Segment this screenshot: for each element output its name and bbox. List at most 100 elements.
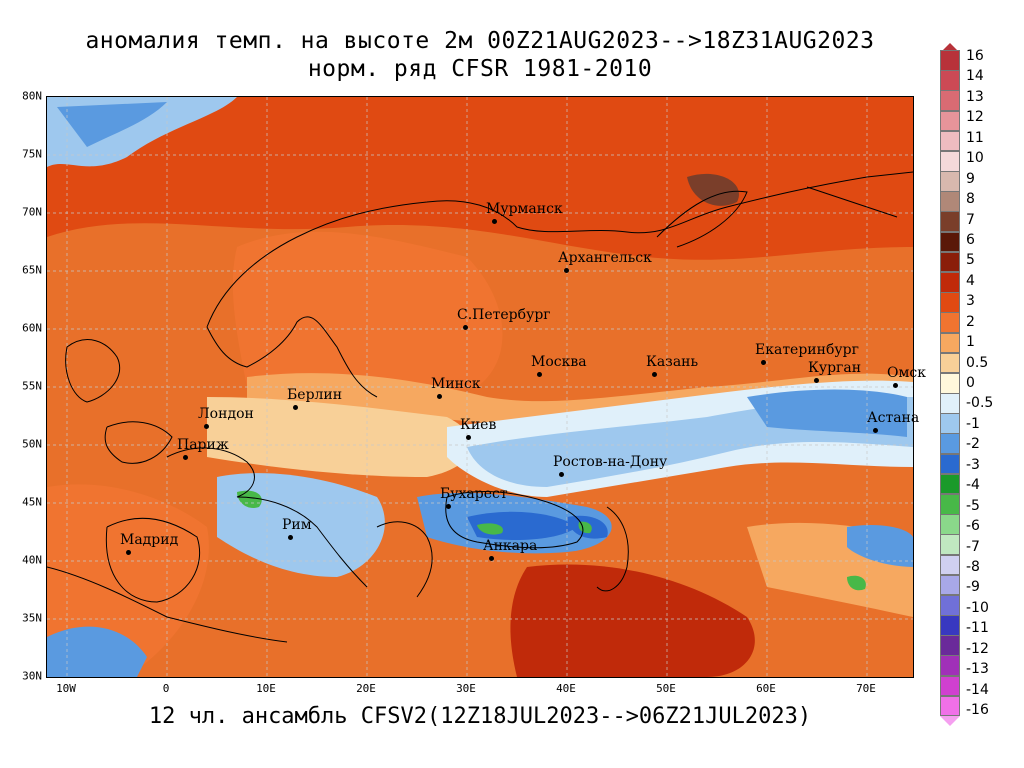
arctic-warm-region xyxy=(47,97,913,260)
longitude-label: 70E xyxy=(856,682,876,695)
central-europe-neutral-region xyxy=(207,397,472,477)
colorbar-swatch xyxy=(940,574,960,596)
colorbar-tick-label: -6 xyxy=(966,518,980,535)
colorbar-swatch xyxy=(940,655,960,677)
colorbar-swatch xyxy=(940,110,960,132)
latitude-label: 55N xyxy=(22,379,42,393)
colorbar-tick-label: 16 xyxy=(966,48,984,64)
colorbar-tick-label: 9 xyxy=(966,170,975,187)
colorbar-tick-label: 5 xyxy=(966,252,975,269)
colorbar-swatch xyxy=(940,50,960,71)
colorbar-tick-label: 4 xyxy=(966,272,975,289)
city-marker xyxy=(288,535,293,540)
colorbar-swatch xyxy=(940,150,960,172)
colorbar-swatch xyxy=(940,615,960,636)
city-label: Мурманск xyxy=(486,201,563,217)
city-marker xyxy=(183,455,188,460)
colorbar-swatch xyxy=(940,352,960,374)
colorbar-tick-label: 2 xyxy=(966,313,975,330)
colorbar-tick-label: -2 xyxy=(966,436,980,453)
city-label: Курган xyxy=(808,360,862,376)
latitude-label: 40N xyxy=(22,553,42,567)
city-marker xyxy=(559,472,564,477)
city-label: Рим xyxy=(282,517,312,533)
scandinavia-warm-region xyxy=(232,231,503,395)
colorbar-swatch xyxy=(940,473,960,495)
colorbar-swatch xyxy=(940,211,960,233)
colorbar-swatch xyxy=(940,130,960,152)
cold-region-central-asia xyxy=(847,525,913,567)
colorbar-swatch xyxy=(940,554,960,576)
latitude-label: 70N xyxy=(22,205,42,219)
cold-patch-north-africa xyxy=(47,626,147,677)
colorbar-tick-label: 1 xyxy=(966,334,975,351)
colorbar-tick-label: -7 xyxy=(966,538,980,555)
city-marker xyxy=(814,378,819,383)
city-label: Киев xyxy=(460,417,497,433)
colorbar-tick-label: 0.5 xyxy=(966,354,989,371)
longitude-label: 50E xyxy=(656,682,676,695)
longitude-label: 10W xyxy=(56,682,76,695)
colorbar-tick-label: -10 xyxy=(966,599,989,616)
city-label: С.Петербург xyxy=(457,307,551,323)
colorbar-swatch xyxy=(940,453,960,475)
latitude-label: 50N xyxy=(22,437,42,451)
city-label: Бухарест xyxy=(440,486,508,502)
colorbar-swatch xyxy=(940,494,960,515)
colorbar-swatch xyxy=(940,534,960,556)
colorbar-swatch xyxy=(940,191,960,212)
colorbar-swatch xyxy=(940,635,960,656)
colorbar-swatch xyxy=(940,514,960,535)
colorbar-swatch xyxy=(940,413,960,434)
coastlines xyxy=(47,171,913,643)
city-label: Париж xyxy=(177,437,229,453)
city-label: Лондон xyxy=(198,406,254,422)
strong-cold-spot-alps xyxy=(237,490,262,508)
latitude-label: 65N xyxy=(22,263,42,277)
longitude-label: 40E xyxy=(556,682,576,695)
city-label: Ростов-на-Дону xyxy=(553,454,668,470)
colorbar-tick-label: 11 xyxy=(966,129,984,146)
latitude-label: 35N xyxy=(22,611,42,625)
colorbar-tick-label: 7 xyxy=(966,211,975,228)
colorbar-tick-label: 13 xyxy=(966,88,984,105)
colorbar-tick-label: -1 xyxy=(966,415,980,432)
colorbar-tick-label: -0.5 xyxy=(966,395,994,412)
latitude-label: 30N xyxy=(22,669,42,683)
city-marker xyxy=(873,428,878,433)
city-marker xyxy=(761,360,766,365)
colorbar-swatch xyxy=(940,372,960,394)
map-title-line-1: аномалия темп. на высоте 2м 00Z21AUG2023… xyxy=(85,28,875,54)
cold-core-north-atlantic xyxy=(57,102,167,147)
city-label: Екатеринбург xyxy=(755,342,859,358)
colorbar-tick-label: -3 xyxy=(966,456,980,473)
longitude-label: 60E xyxy=(756,682,776,695)
colorbar-tick-label: -8 xyxy=(966,558,980,575)
colorbar-swatch xyxy=(940,312,960,334)
city-marker xyxy=(126,550,131,555)
city-marker xyxy=(463,325,468,330)
colorbar-tick-label: 14 xyxy=(966,68,984,85)
colorbar-tick-label: -16 xyxy=(966,702,989,718)
city-marker xyxy=(537,372,542,377)
city-marker xyxy=(652,372,657,377)
city-label: Минск xyxy=(431,376,481,392)
colorbar-bottom-arrow xyxy=(940,716,960,726)
city-label: Казань xyxy=(646,354,699,370)
city-label: Берлин xyxy=(287,387,343,403)
colorbar-tick-label: -12 xyxy=(966,640,989,657)
colorbar-tick-label: -11 xyxy=(966,620,989,637)
colorbar-swatch xyxy=(940,332,960,354)
latitude-label: 75N xyxy=(22,147,42,161)
colorbar-swatch xyxy=(940,70,960,91)
cold-core-west-siberia xyxy=(747,389,907,437)
city-marker xyxy=(293,405,298,410)
colorbar-swatch xyxy=(940,292,960,313)
city-label: Архангельск xyxy=(558,250,652,266)
colorbar-swatch xyxy=(940,251,960,273)
colorbar-tick-label: 6 xyxy=(966,231,975,248)
colorbar-swatch xyxy=(940,393,960,414)
city-marker xyxy=(492,219,497,224)
colorbar-tick-label: 3 xyxy=(966,293,975,310)
colorbar-tick-label: -13 xyxy=(966,661,989,678)
